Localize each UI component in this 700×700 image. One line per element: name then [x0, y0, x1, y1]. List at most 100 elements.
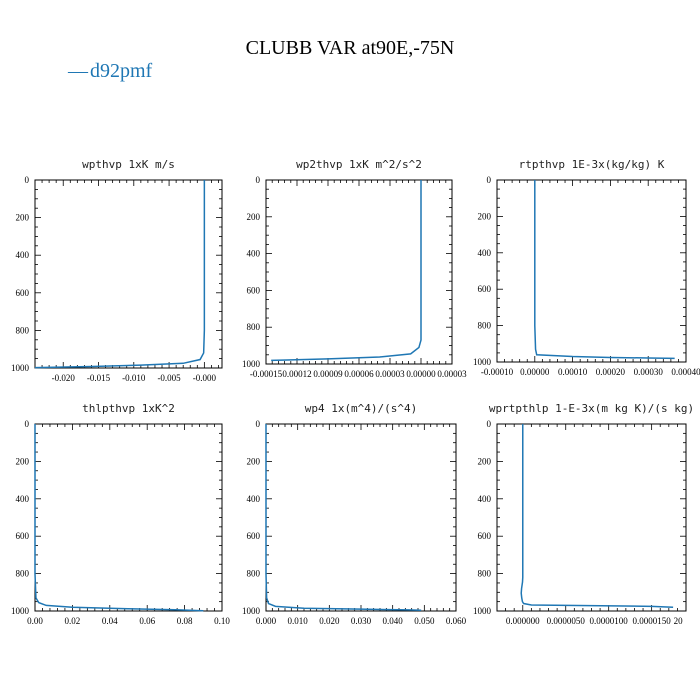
x-tick-label: -0.020 [52, 373, 76, 383]
plot-frame [34, 179, 223, 369]
x-tick-label: 0.00020 [596, 367, 626, 377]
panel-title: wprtpthlp 1-E-3x(m kg K)/(s kg) [489, 402, 694, 415]
y-tick-label: 800 [247, 322, 261, 332]
y-tick-label: 0 [25, 419, 30, 429]
x-tick-label: 0.0000050 [547, 616, 586, 626]
x-tick-label: 0.0000150 [633, 616, 672, 626]
x-tick-label: 0.030 [351, 616, 372, 626]
y-tick-label: 600 [478, 284, 492, 294]
legend-label: d92pmf [90, 60, 153, 82]
x-tick-label: 0.00003 [437, 369, 467, 379]
y-tick-label: 200 [478, 456, 492, 466]
panel-title: wpthvp 1xK m/s [82, 158, 175, 171]
x-tick-label: 0.00040 [671, 367, 700, 377]
x-tick-label: -0.00015 [250, 369, 283, 379]
y-tick-label: 600 [247, 285, 261, 295]
x-tick-label: -0.010 [122, 373, 146, 383]
y-tick-label: 200 [16, 456, 30, 466]
y-tick-label: 600 [478, 531, 492, 541]
legend: — d92pmf [67, 60, 153, 82]
series-line-d92pmf [34, 424, 204, 612]
panel-6: wprtpthlp 1-E-3x(m kg K)/(s kg) 0 200 400 60… [473, 402, 694, 626]
y-tick-label: 0 [487, 175, 492, 185]
x-tick-label: 0.00000 [520, 367, 550, 377]
x-tick-label: 0.0000100 [590, 616, 629, 626]
y-tick-label: 400 [478, 248, 492, 258]
x-tick-label: 0.00012 [282, 369, 311, 379]
x-tick-label: 0.00030 [634, 367, 664, 377]
x-tick-label: -0.005 [157, 373, 181, 383]
x-tick-label: 0.000 [256, 616, 277, 626]
plot-frame [496, 179, 687, 363]
panel-3: rtpthvp 1E-3x(kg/kg) K 0 200 400 600 800 1000-… [473, 158, 700, 377]
y-tick-label: 400 [16, 250, 30, 260]
y-tick-label: 400 [247, 494, 261, 504]
series-line-d92pmf [534, 180, 675, 360]
plot-frame [34, 423, 223, 612]
y-tick-label: 1000 [242, 606, 261, 616]
x-tick-label: 0.02 [65, 616, 81, 626]
x-tick-label: 0.060 [446, 616, 467, 626]
y-tick-label: 1000 [473, 606, 492, 616]
y-tick-label: 200 [478, 211, 492, 221]
y-tick-label: 600 [16, 531, 30, 541]
y-tick-label: 0 [487, 419, 492, 429]
x-tick-label: 0.000000 [506, 616, 540, 626]
y-tick-label: 1000 [242, 359, 261, 369]
panel-title: wp2thvp 1xK m^2/s^2 [296, 158, 422, 171]
panel-2: wp2thvp 1xK m^2/s^2 0 200 400 600 800 1000-0.0… [242, 158, 467, 379]
y-tick-label: 800 [247, 569, 261, 579]
y-tick-label: 800 [478, 321, 492, 331]
series-line-d92pmf [520, 424, 674, 609]
x-tick-label: 0.010 [288, 616, 309, 626]
x-tick-label: 0.00009 [313, 369, 343, 379]
y-tick-label: 1000 [473, 357, 492, 367]
series-line-d92pmf [34, 180, 206, 369]
x-tick-label: 0.06 [139, 616, 155, 626]
y-tick-label: 200 [247, 212, 261, 222]
y-tick-label: 400 [478, 494, 492, 504]
x-tick-label: 0.08 [177, 616, 193, 626]
series-line-d92pmf [265, 424, 422, 611]
plot-frame [265, 179, 453, 365]
legend-swatch: — [67, 60, 89, 82]
x-tick-label: -0.00010 [481, 367, 514, 377]
x-tick-label: 20 [674, 616, 684, 626]
y-tick-label: 0 [256, 175, 261, 185]
y-tick-label: 400 [247, 249, 261, 259]
x-tick-label: 0.00003 [375, 369, 405, 379]
x-tick-label: -0.015 [87, 373, 111, 383]
x-tick-label: 0.00000 [406, 369, 436, 379]
panel-title: thlpthvp 1xK^2 [82, 402, 175, 415]
panel-title: rtpthvp 1E-3x(kg/kg) K [519, 158, 665, 171]
plot-frame [265, 423, 457, 612]
y-tick-label: 200 [247, 456, 261, 466]
x-tick-label: -0.000 [193, 373, 217, 383]
x-tick-label: 0.00 [27, 616, 43, 626]
y-tick-label: 0 [256, 419, 261, 429]
y-tick-label: 600 [247, 531, 261, 541]
y-tick-label: 800 [16, 325, 30, 335]
x-tick-label: 0.10 [214, 616, 230, 626]
series-line-d92pmf [271, 180, 422, 362]
x-tick-label: 0.00010 [558, 367, 588, 377]
y-tick-label: 1000 [11, 363, 30, 373]
y-tick-label: 600 [16, 288, 30, 298]
x-tick-label: 0.020 [319, 616, 340, 626]
x-tick-label: 0.00006 [344, 369, 374, 379]
x-tick-label: 0.04 [102, 616, 118, 626]
y-tick-label: 800 [478, 569, 492, 579]
figure-title: CLUBB VAR at90E,-75N [246, 37, 455, 59]
y-tick-label: 1000 [11, 606, 30, 616]
plot-frame [496, 423, 687, 612]
y-tick-label: 0 [25, 175, 30, 185]
x-tick-label: 0.040 [383, 616, 404, 626]
y-tick-label: 200 [16, 213, 30, 223]
y-tick-label: 800 [16, 569, 30, 579]
y-tick-label: 400 [16, 494, 30, 504]
panel-title: wp4 1x(m^4)/(s^4) [305, 402, 418, 415]
